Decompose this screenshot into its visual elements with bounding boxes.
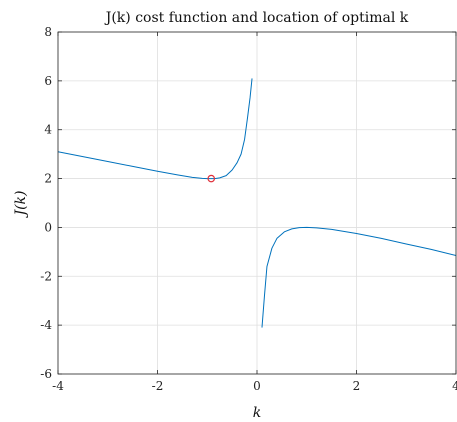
series-lines <box>57 78 457 328</box>
x-tick-label: 2 <box>353 379 361 393</box>
y-tick-label: -2 <box>40 269 52 283</box>
chart-title: J(k) cost function and location of optim… <box>104 10 409 26</box>
y-tick-label: 2 <box>44 172 52 186</box>
y-tick-label: -6 <box>40 367 52 381</box>
ticks <box>57 31 457 375</box>
y-tick-label: 6 <box>44 74 52 88</box>
x-tick-label: 4 <box>452 379 457 393</box>
x-tick-label: 0 <box>253 379 261 393</box>
optimal-marker-group <box>207 174 216 183</box>
x-tick-label: -4 <box>52 379 64 393</box>
y-tick-label: 8 <box>44 25 52 39</box>
y-axis-label: J(k) <box>13 190 29 218</box>
y-tick-label: -4 <box>40 318 52 332</box>
y-tick-label: 0 <box>44 220 52 234</box>
grid <box>57 31 457 375</box>
x-axis-label: k <box>253 405 261 421</box>
y-tick-label: 4 <box>44 123 52 137</box>
series-line-1 <box>57 78 253 180</box>
optimal-k-marker <box>207 174 216 183</box>
x-tick-label: -2 <box>152 379 164 393</box>
series-line-2 <box>261 226 457 328</box>
